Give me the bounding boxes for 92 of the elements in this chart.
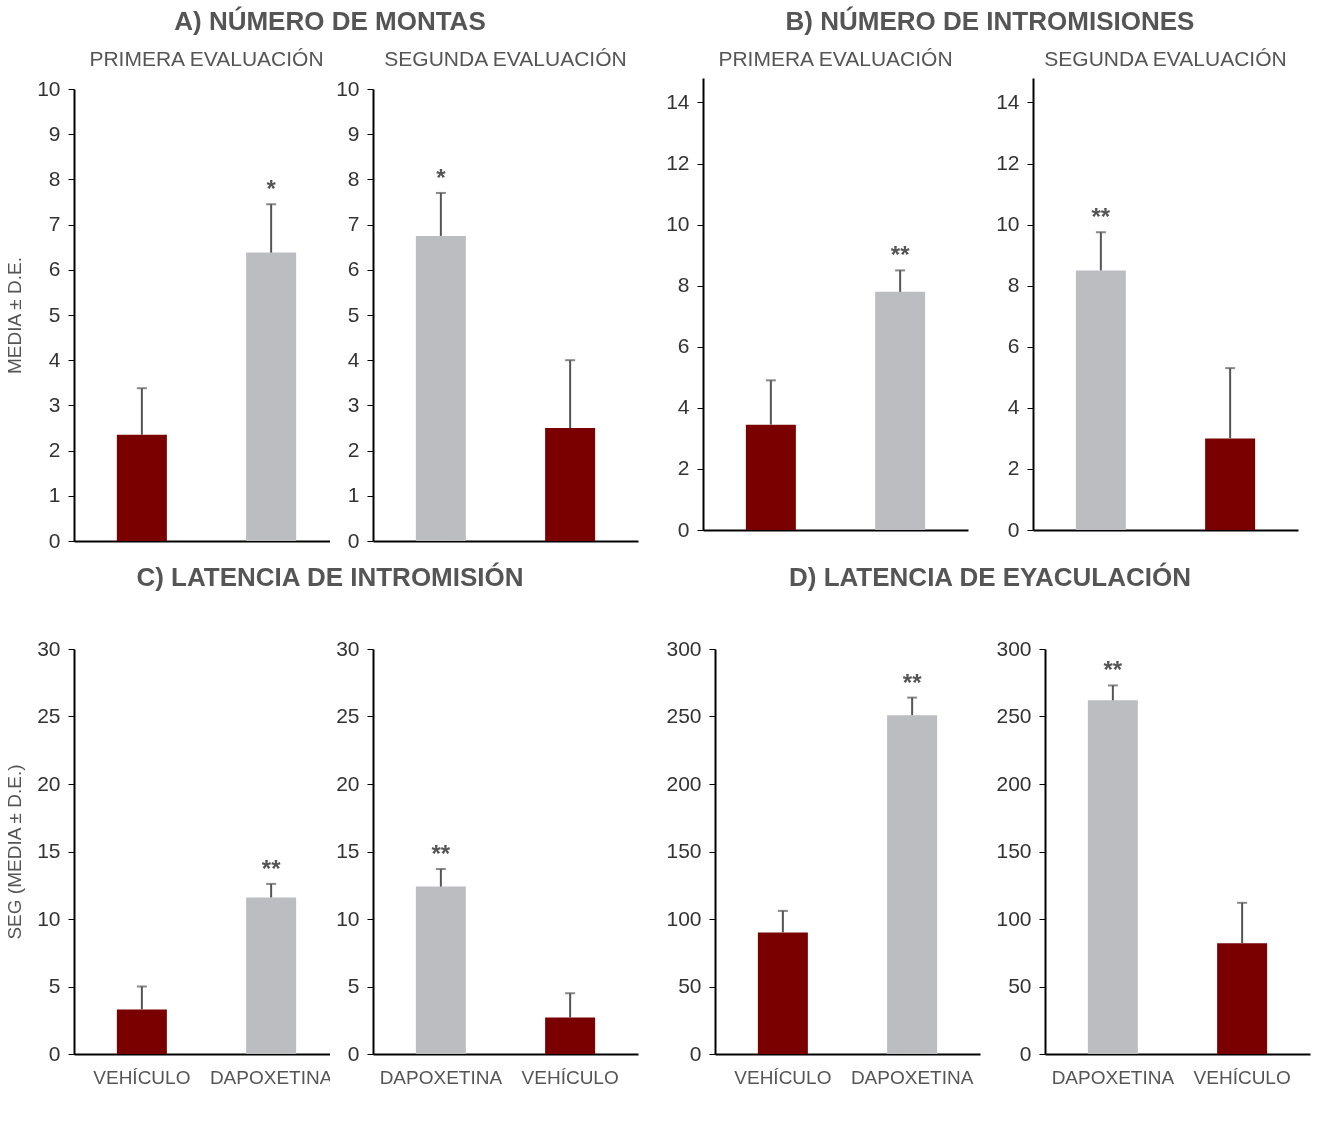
- y-tick-label: 150: [666, 839, 702, 862]
- y-tick-label: 300: [996, 636, 1032, 660]
- y-tick-label: 50: [1008, 974, 1032, 997]
- x-tick-label: DAPOXETINA: [1051, 1066, 1175, 1088]
- chart-title: D) LATENCIA DE EYACULACIÓN: [787, 562, 1193, 593]
- y-tick-label: 250: [996, 704, 1032, 727]
- y-tick-label: 15: [37, 839, 61, 862]
- y-tick-label: 3: [347, 392, 360, 416]
- y-tick-label: 250: [666, 704, 702, 727]
- y-tick-label: 0: [677, 517, 690, 541]
- x-tick-label: DAPOXETINA: [379, 1066, 503, 1088]
- y-tick-label: 10: [37, 76, 61, 100]
- y-tick-label: 6: [48, 257, 61, 281]
- y-tick-label: 4: [1007, 395, 1020, 419]
- y-tick-label: 1: [48, 483, 61, 507]
- y-tick-label: 25: [37, 704, 61, 727]
- y-tick-label: 100: [666, 906, 702, 930]
- y-tick-label: 9: [347, 121, 360, 145]
- y-tick-label: 20: [336, 771, 360, 795]
- x-tick-label: VEHÍCULO: [521, 1066, 619, 1088]
- y-tick-label: 2: [347, 438, 360, 462]
- y-tick-label: 15: [336, 839, 360, 862]
- y-tick-label: 5: [347, 974, 360, 997]
- y-tick-label: 10: [996, 212, 1020, 236]
- y-tick-label: 25: [336, 704, 360, 727]
- y-tick-label: 0: [347, 528, 360, 552]
- y-tick-label: 5: [48, 302, 61, 326]
- y-tick-label: 20: [37, 771, 61, 795]
- y-tick-label: 200: [666, 771, 702, 795]
- chart-title: C) LATENCIA DE INTROMISIÓN: [135, 562, 525, 593]
- y-tick-label: 8: [1007, 273, 1020, 297]
- x-tick-label: DAPOXETINA: [209, 1066, 333, 1088]
- y-tick-label: 0: [1019, 1041, 1032, 1065]
- data-label: **: [261, 854, 282, 882]
- chart-subtitle: SEGUNDA EVALUACIÓN: [384, 47, 627, 70]
- y-tick-label: 0: [1007, 517, 1020, 541]
- y-tick-label: 30: [37, 636, 61, 660]
- data-label: **: [890, 241, 911, 269]
- data-label: **: [1103, 656, 1123, 684]
- x-tick-label: VEHÍCULO: [93, 1066, 191, 1088]
- y-tick-label: 10: [336, 76, 360, 100]
- y-tick-label: 5: [347, 302, 360, 326]
- y-tick-label: 14: [666, 89, 690, 113]
- x-tick-label: VEHÍCULO: [734, 1066, 832, 1088]
- y-tick-label: 30: [336, 636, 360, 660]
- chart-title: B) NÚMERO DE INTROMISIONES: [784, 6, 1196, 37]
- y-tick-label: 6: [1007, 334, 1020, 358]
- y-tick-label: 150: [996, 839, 1032, 862]
- chart-subtitle: PRIMERA EVALUACIÓN: [89, 47, 324, 70]
- y-tick-label: 9: [48, 121, 61, 145]
- y-tick-label: 100: [996, 906, 1032, 930]
- y-tick-label: 3: [48, 392, 61, 416]
- y-tick-label: 300: [666, 636, 702, 660]
- y-axis-title: MEDIA ± D.E.: [4, 256, 26, 375]
- y-tick-label: 10: [666, 212, 690, 236]
- data-label: **: [1091, 203, 1111, 231]
- y-tick-label: 6: [677, 334, 690, 358]
- chart-title: A) NÚMERO DE MONTAS: [173, 6, 487, 37]
- y-tick-label: 0: [48, 1041, 61, 1065]
- data-label: **: [902, 668, 923, 696]
- x-tick-label: DAPOXETINA: [850, 1066, 974, 1088]
- y-tick-label: 8: [677, 273, 690, 297]
- y-tick-label: 0: [48, 528, 61, 552]
- x-tick-label: VEHÍCULO: [1193, 1066, 1291, 1088]
- data-label: **: [431, 840, 451, 868]
- y-tick-label: 6: [347, 257, 360, 281]
- y-tick-label: 2: [48, 438, 61, 462]
- y-tick-label: 8: [48, 166, 61, 190]
- y-tick-label: 10: [37, 906, 61, 930]
- y-tick-label: 200: [996, 771, 1032, 795]
- y-tick-label: 14: [996, 89, 1020, 113]
- y-tick-label: 4: [677, 395, 690, 419]
- y-tick-label: 0: [689, 1041, 702, 1065]
- y-tick-label: 4: [48, 347, 61, 371]
- y-tick-label: 50: [678, 974, 702, 997]
- y-tick-label: 7: [347, 212, 360, 236]
- chart-subtitle: PRIMERA EVALUACIÓN: [718, 47, 953, 70]
- y-tick-label: 10: [336, 906, 360, 930]
- y-tick-label: 7: [48, 212, 61, 236]
- y-tick-label: 8: [347, 166, 360, 190]
- y-axis-title: SEG (MEDIA ± D.E.): [4, 764, 26, 940]
- data-label: *: [266, 175, 277, 203]
- y-tick-label: 12: [996, 151, 1020, 175]
- data-label: *: [436, 163, 447, 191]
- chart-subtitle: SEGUNDA EVALUACIÓN: [1044, 47, 1287, 70]
- y-tick-label: 12: [666, 151, 690, 175]
- y-tick-label: 5: [48, 974, 61, 997]
- y-tick-label: 4: [347, 347, 360, 371]
- y-tick-label: 2: [1007, 456, 1020, 480]
- y-tick-label: 2: [677, 456, 690, 480]
- y-tick-label: 1: [347, 483, 360, 507]
- y-tick-label: 0: [347, 1041, 360, 1065]
